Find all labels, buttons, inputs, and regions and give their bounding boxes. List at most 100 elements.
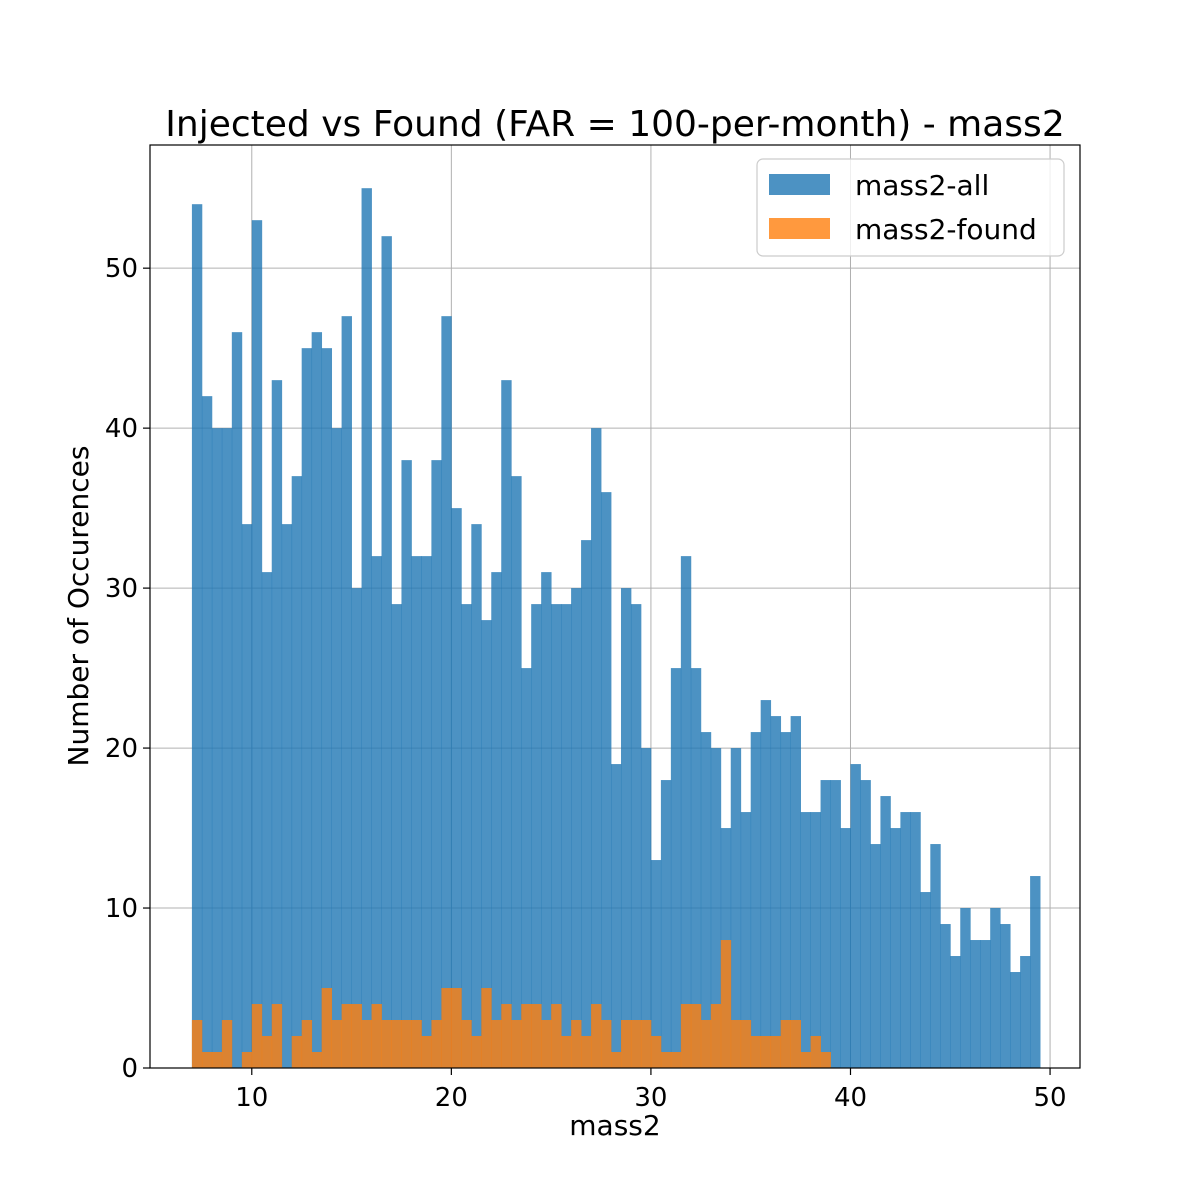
bar-mass2-found (461, 1020, 472, 1068)
bar-mass2-all (970, 940, 981, 1068)
bar-mass2-all (521, 668, 532, 1068)
bar-mass2-all (301, 348, 313, 1068)
bar-mass2-all (730, 748, 742, 1068)
bar-mass2-all (211, 428, 223, 1068)
bar-mass2-all (261, 572, 273, 1068)
bar-mass2-found (810, 1036, 821, 1068)
legend-label-mass2-found: mass2-found (855, 213, 1037, 246)
bar-mass2-found (571, 1020, 582, 1068)
bar-mass2-found (770, 1036, 782, 1068)
bar-mass2-all (990, 908, 1001, 1068)
bar-mass2-found (261, 1036, 273, 1068)
bar-mass2-all (341, 316, 352, 1068)
bar-mass2-found (670, 1052, 682, 1068)
bar-mass2-all (980, 940, 991, 1068)
bar-mass2-all (511, 476, 522, 1068)
bar-mass2-all (371, 556, 382, 1068)
bar-mass2-all (441, 316, 452, 1068)
bar-mass2-all (740, 812, 752, 1068)
bar-mass2-all (810, 812, 821, 1068)
bar-mass2-all (601, 492, 612, 1069)
bar-mass2-all (281, 524, 293, 1068)
bar-mass2-all (630, 604, 642, 1068)
bar-mass2-all (800, 812, 811, 1068)
bar-mass2-all (391, 604, 402, 1068)
y-tick-label: 50 (105, 254, 138, 284)
bar-mass2-found (191, 1020, 203, 1068)
bar-mass2-all (690, 668, 702, 1068)
plot-frame (149, 144, 1081, 1069)
bar-mass2-all (620, 588, 632, 1068)
bar-mass2-all (640, 748, 652, 1068)
bar-mass2-found (421, 1036, 432, 1068)
chart-title: Injected vs Found (FAR = 100-per-month) … (165, 104, 1064, 145)
bar-mass2-all (830, 780, 841, 1068)
y-axis-label: Number of Occurences (62, 446, 95, 767)
y-tick-label: 40 (105, 414, 138, 444)
bar-mass2-all (860, 780, 871, 1068)
bar-mass2-found (321, 988, 333, 1068)
bar-mass2-all (331, 428, 342, 1068)
y-tick-label: 10 (105, 894, 138, 924)
bar-mass2-all (1030, 876, 1041, 1068)
bar-mass2-all (231, 332, 243, 1069)
bar-mass2-found (501, 1004, 512, 1068)
bar-mass2-found (690, 1004, 702, 1068)
bar-mass2-found (201, 1052, 213, 1068)
bar-mass2-all (670, 668, 682, 1068)
bar-mass2-all (650, 860, 662, 1068)
bar-mass2-all (870, 844, 881, 1068)
bar-mass2-all (750, 732, 762, 1068)
bar-mass2-all (1010, 972, 1021, 1068)
bar-mass2-all (221, 428, 233, 1068)
bar-mass2-found (291, 1036, 303, 1068)
y-axis-ticks: 0 10 20 30 40 50 (105, 254, 150, 1084)
bar-mass2-all (611, 764, 622, 1068)
x-tick-label: 20 (435, 1083, 468, 1113)
bar-mass2-all (770, 716, 782, 1068)
bar-mass2-all (531, 604, 542, 1068)
bar-mass2-found (680, 1004, 692, 1068)
bar-mass2-found (581, 1036, 592, 1068)
bar-mass2-all (271, 380, 283, 1068)
bar-mass2-found (431, 1020, 442, 1068)
bar-mass2-found (361, 1020, 372, 1068)
bar-mass2-found (411, 1020, 422, 1068)
bar-mass2-found (650, 1036, 662, 1068)
bar-mass2-found (551, 1004, 562, 1068)
bar-mass2-all (920, 892, 931, 1068)
bar-mass2-found (301, 1020, 313, 1068)
bar-mass2-all (351, 588, 362, 1068)
bar-mass2-found (381, 1020, 392, 1068)
bar-mass2-all (710, 748, 722, 1068)
bar-mass2-found (611, 1052, 622, 1068)
bar-mass2-all (880, 796, 891, 1068)
bar-mass2-found (211, 1052, 223, 1068)
bar-mass2-all (840, 828, 851, 1068)
bar-mass2-found (371, 1004, 382, 1068)
bar-mass2-found (780, 1020, 792, 1068)
bar-mass2-all (461, 604, 472, 1068)
bar-mass2-all (890, 828, 901, 1068)
bar-mass2-all (820, 780, 831, 1068)
bar-mass2-found (630, 1020, 642, 1068)
bar-mass2-found (391, 1020, 402, 1068)
bar-mass2-found (790, 1020, 802, 1068)
bar-mass2-all (361, 188, 372, 1068)
bar-mass2-all (581, 540, 592, 1068)
bar-mass2-all (501, 380, 512, 1068)
bar-mass2-found (710, 1004, 722, 1068)
bar-mass2-found (760, 1036, 772, 1068)
legend-box (756, 158, 1065, 257)
bar-mass2-found (750, 1036, 762, 1068)
legend-swatch-mass2-found (769, 218, 830, 239)
bar-mass2-all (481, 620, 492, 1068)
bar-mass2-found (331, 1020, 342, 1068)
bar-mass2-found (820, 1052, 831, 1068)
bar-mass2-all (700, 732, 712, 1068)
bar-mass2-found (700, 1020, 712, 1068)
x-tick-label: 30 (634, 1083, 667, 1113)
bar-mass2-all (241, 524, 253, 1068)
bar-mass2-all (251, 220, 263, 1068)
